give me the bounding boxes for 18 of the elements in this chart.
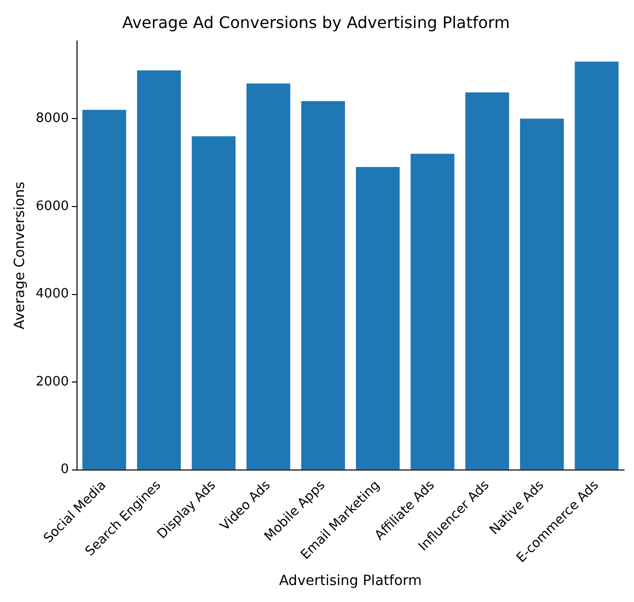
- bar: [356, 166, 400, 470]
- bar: [246, 84, 290, 470]
- bar: [137, 70, 181, 470]
- bar: [192, 136, 236, 470]
- chart-title: Average Ad Conversions by Advertising Platform: [122, 12, 510, 32]
- y-tick-label: 2000: [36, 374, 69, 390]
- y-axis-title: Average Conversions: [12, 182, 28, 330]
- bar: [465, 92, 510, 470]
- y-tick-label: 8000: [36, 111, 69, 126]
- y-tick-label: 4000: [36, 286, 69, 302]
- bar: [574, 62, 619, 470]
- x-axis-title: Advertising Platform: [279, 573, 422, 590]
- y-tick-label: 6000: [36, 198, 69, 214]
- bar: [410, 154, 454, 470]
- bar: [301, 101, 345, 470]
- y-tick-label: 0: [60, 462, 69, 478]
- bar: [520, 118, 564, 470]
- bar: [82, 110, 126, 470]
